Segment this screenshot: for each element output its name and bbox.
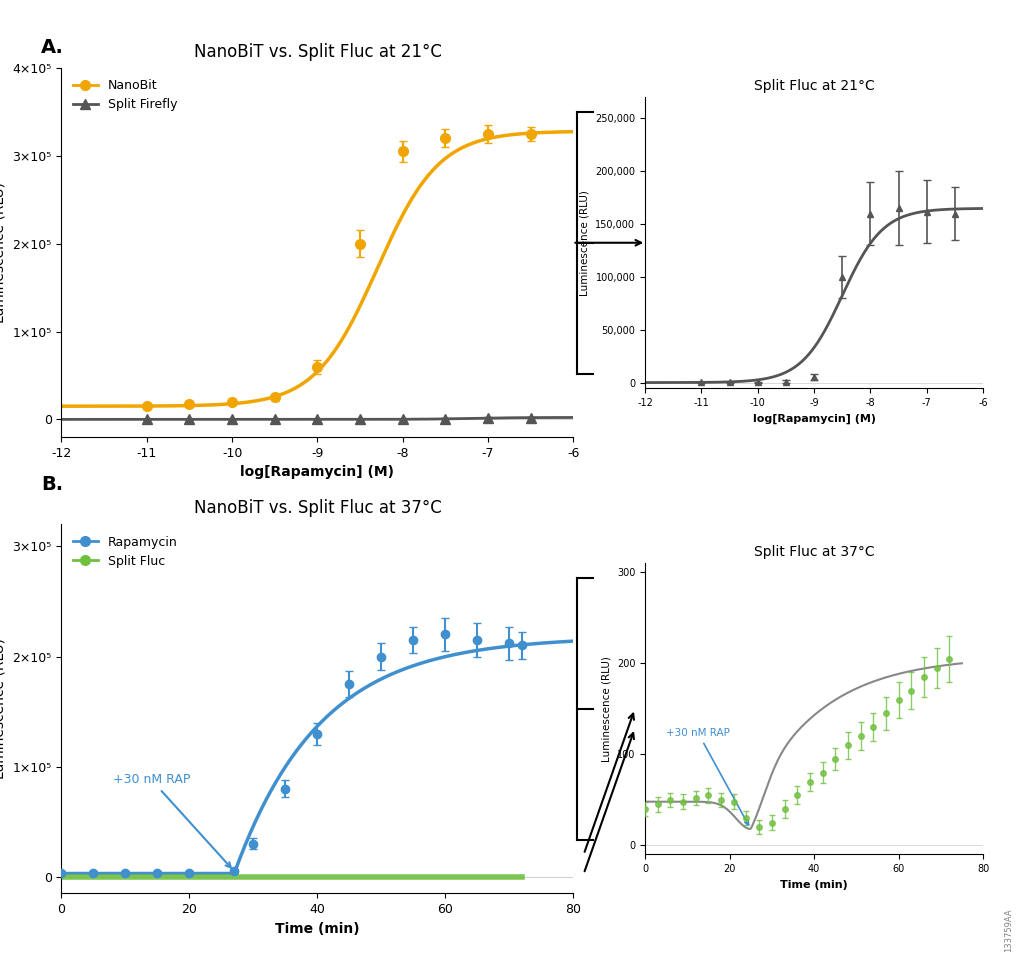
X-axis label: log[Rapamycin] (M): log[Rapamycin] (M) xyxy=(241,465,394,480)
Y-axis label: Luminescence (RLU): Luminescence (RLU) xyxy=(0,638,7,780)
Title: NanoBiT vs. Split Fluc at 37°C: NanoBiT vs. Split Fluc at 37°C xyxy=(194,499,441,518)
Title: NanoBiT vs. Split Fluc at 21°C: NanoBiT vs. Split Fluc at 21°C xyxy=(194,43,441,61)
X-axis label: log[Rapamycin] (M): log[Rapamycin] (M) xyxy=(753,414,876,424)
X-axis label: Time (min): Time (min) xyxy=(275,921,359,936)
Text: +30 nM RAP: +30 nM RAP xyxy=(667,728,749,825)
Text: 133759AA: 133759AA xyxy=(1005,908,1013,952)
Title: Split Fluc at 37°C: Split Fluc at 37°C xyxy=(754,546,874,559)
Text: +30 nM RAP: +30 nM RAP xyxy=(113,773,230,867)
Y-axis label: Luminescence (RLU): Luminescence (RLU) xyxy=(601,655,611,762)
X-axis label: Time (min): Time (min) xyxy=(780,880,848,889)
Legend: NanoBit, Split Firefly: NanoBit, Split Firefly xyxy=(68,74,182,117)
Y-axis label: Luminescence (RLU): Luminescence (RLU) xyxy=(580,189,590,296)
Title: Split Fluc at 21°C: Split Fluc at 21°C xyxy=(754,80,874,93)
Text: A.: A. xyxy=(41,39,63,57)
Legend: Rapamycin, Split Fluc: Rapamycin, Split Fluc xyxy=(68,530,182,573)
Text: B.: B. xyxy=(41,476,63,494)
Y-axis label: Luminescence (RLU): Luminescence (RLU) xyxy=(0,182,7,323)
